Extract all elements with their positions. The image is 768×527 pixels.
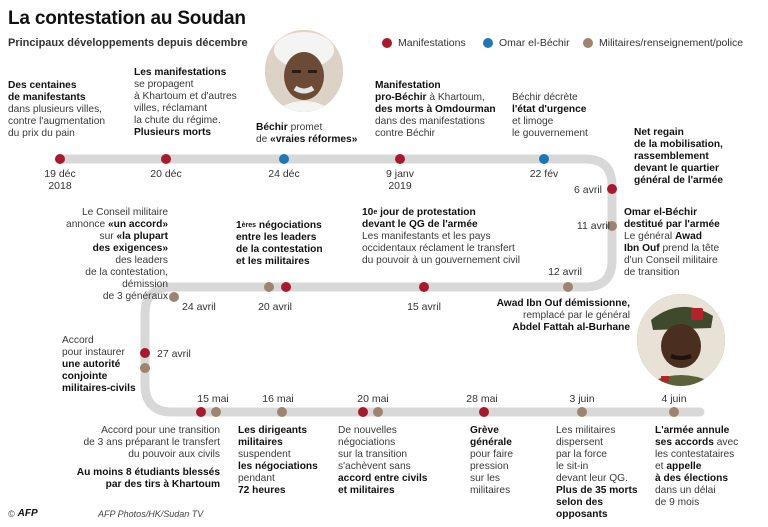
date-27avril: 27 avril [157, 348, 191, 360]
bechir-portrait [265, 30, 343, 112]
event-20avril: 1ères négociations entre les leaders de … [236, 220, 323, 267]
timeline-dot-16mai [277, 407, 287, 417]
event-24avril: Le Conseil militaire annonce «un accord»… [66, 207, 168, 302]
event-22fev: Béchir décrète l'état d'urgence et limog… [512, 92, 588, 139]
legend-dot [382, 38, 392, 48]
photo-credit: AFP Photos/HK/Sudan TV [98, 509, 204, 519]
timeline-dot-24dec [279, 154, 289, 164]
event-27avril: Accord pour instaurer une autorité conjo… [62, 335, 136, 394]
timeline-dot-6avril [607, 184, 617, 194]
timeline-path [55, 154, 705, 417]
timeline-dot-20avril-a [281, 282, 291, 292]
event-12avril: Awad Ibn Ouf démissionne, remplacé par l… [496, 298, 630, 333]
event-19dec: Des centaines de manifestants dans plusi… [8, 80, 106, 139]
event-6avril: Net regain de la mobilisation, rassemble… [634, 127, 724, 186]
date-3juin: 3 juin [569, 393, 595, 405]
date-4juin: 4 juin [661, 393, 687, 405]
legend-manifestations: Manifestations [382, 37, 466, 49]
event-9janv: Manifestation pro-Béchir à Khartoum, des… [375, 80, 496, 139]
event-15mai: Accord pour une transition de 3 ans prép… [76, 425, 220, 490]
timeline-dot-15mai-a [196, 407, 206, 417]
date-19dec: 19 déc 2018 [44, 168, 76, 192]
date-15avril: 15 avril [407, 301, 441, 313]
timeline-dot-20mai-a [358, 407, 368, 417]
event-3juin: Les militaires dispersent par la force l… [556, 425, 638, 520]
afp-logo: © AFP [8, 508, 38, 519]
date-15mai: 15 mai [197, 393, 229, 405]
timeline-dot-9janv [395, 154, 405, 164]
legend-bechir: Omar el-Béchir [483, 37, 570, 49]
timeline-dot-12avril [563, 282, 573, 292]
timeline-dot-20avril-b [264, 282, 274, 292]
afp-logo-text: AFP [17, 508, 38, 519]
timeline-dot-27avril-a [140, 348, 150, 358]
timeline-dot-3juin [577, 407, 587, 417]
timeline-dot-15avril [419, 282, 429, 292]
legend-label: Manifestations [398, 37, 466, 49]
date-22fev: 22 fév [529, 168, 559, 180]
event-28mai: Grève générale pour faire pression sur l… [470, 425, 514, 496]
legend-label: Omar el-Béchir [499, 37, 570, 49]
date-11avril: 11 avril [576, 220, 610, 232]
timeline-dot-15mai-b [211, 407, 221, 417]
timeline-dot-4juin [669, 407, 679, 417]
timeline-dot-22fev [539, 154, 549, 164]
copyright-symbol: © [8, 508, 15, 519]
event-16mai: Les dirigeants militaires suspendent les… [238, 425, 318, 496]
date-9janv: 9 janv 2019 [385, 168, 415, 192]
date-20mai: 20 mai [357, 393, 389, 405]
legend-label: Militaires/renseignement/police [599, 37, 744, 49]
event-15avril: 10e jour de protestation devant le QG de… [362, 207, 521, 266]
event-20mai: De nouvelles négociations sur la transit… [338, 425, 428, 496]
date-28mai: 28 mai [466, 393, 498, 405]
burhane-portrait-image [637, 294, 725, 386]
page-title: La contestation au Soudan [8, 8, 246, 29]
burhane-portrait [637, 294, 725, 386]
event-11avril: Omar el-Béchir destitué par l'armée Le g… [624, 207, 720, 278]
page-subtitle: Principaux développements depuis décembr… [8, 37, 248, 49]
legend-dot [483, 38, 493, 48]
date-6avril: 6 avril [573, 184, 602, 196]
date-12avril: 12 avril [548, 266, 582, 278]
timeline-dot-24avril [169, 292, 179, 302]
event-4juin: L'armée annule ses accords avec les cont… [655, 425, 739, 508]
timeline-dot-28mai [479, 407, 489, 417]
legend-dot [583, 38, 593, 48]
timeline-dot-20mai-b [373, 407, 383, 417]
timeline-dot-20dec [161, 154, 171, 164]
bechir-portrait-image [265, 30, 343, 112]
date-20avril: 20 avril [258, 301, 292, 313]
date-24dec: 24 déc [268, 168, 300, 180]
event-20dec: Les manifestations se propagent à Kharto… [134, 67, 237, 138]
event-24dec: Béchir promet de «vraies réformes» [256, 122, 358, 145]
date-16mai: 16 mai [262, 393, 294, 405]
date-24avril: 24 avril [182, 301, 216, 313]
timeline-dot-19dec [55, 154, 65, 164]
timeline-dot-11avril [607, 221, 617, 231]
timeline-dot-27avril-b [140, 363, 150, 373]
legend-militaires: Militaires/renseignement/police [583, 37, 743, 49]
date-20dec: 20 déc [150, 168, 182, 180]
